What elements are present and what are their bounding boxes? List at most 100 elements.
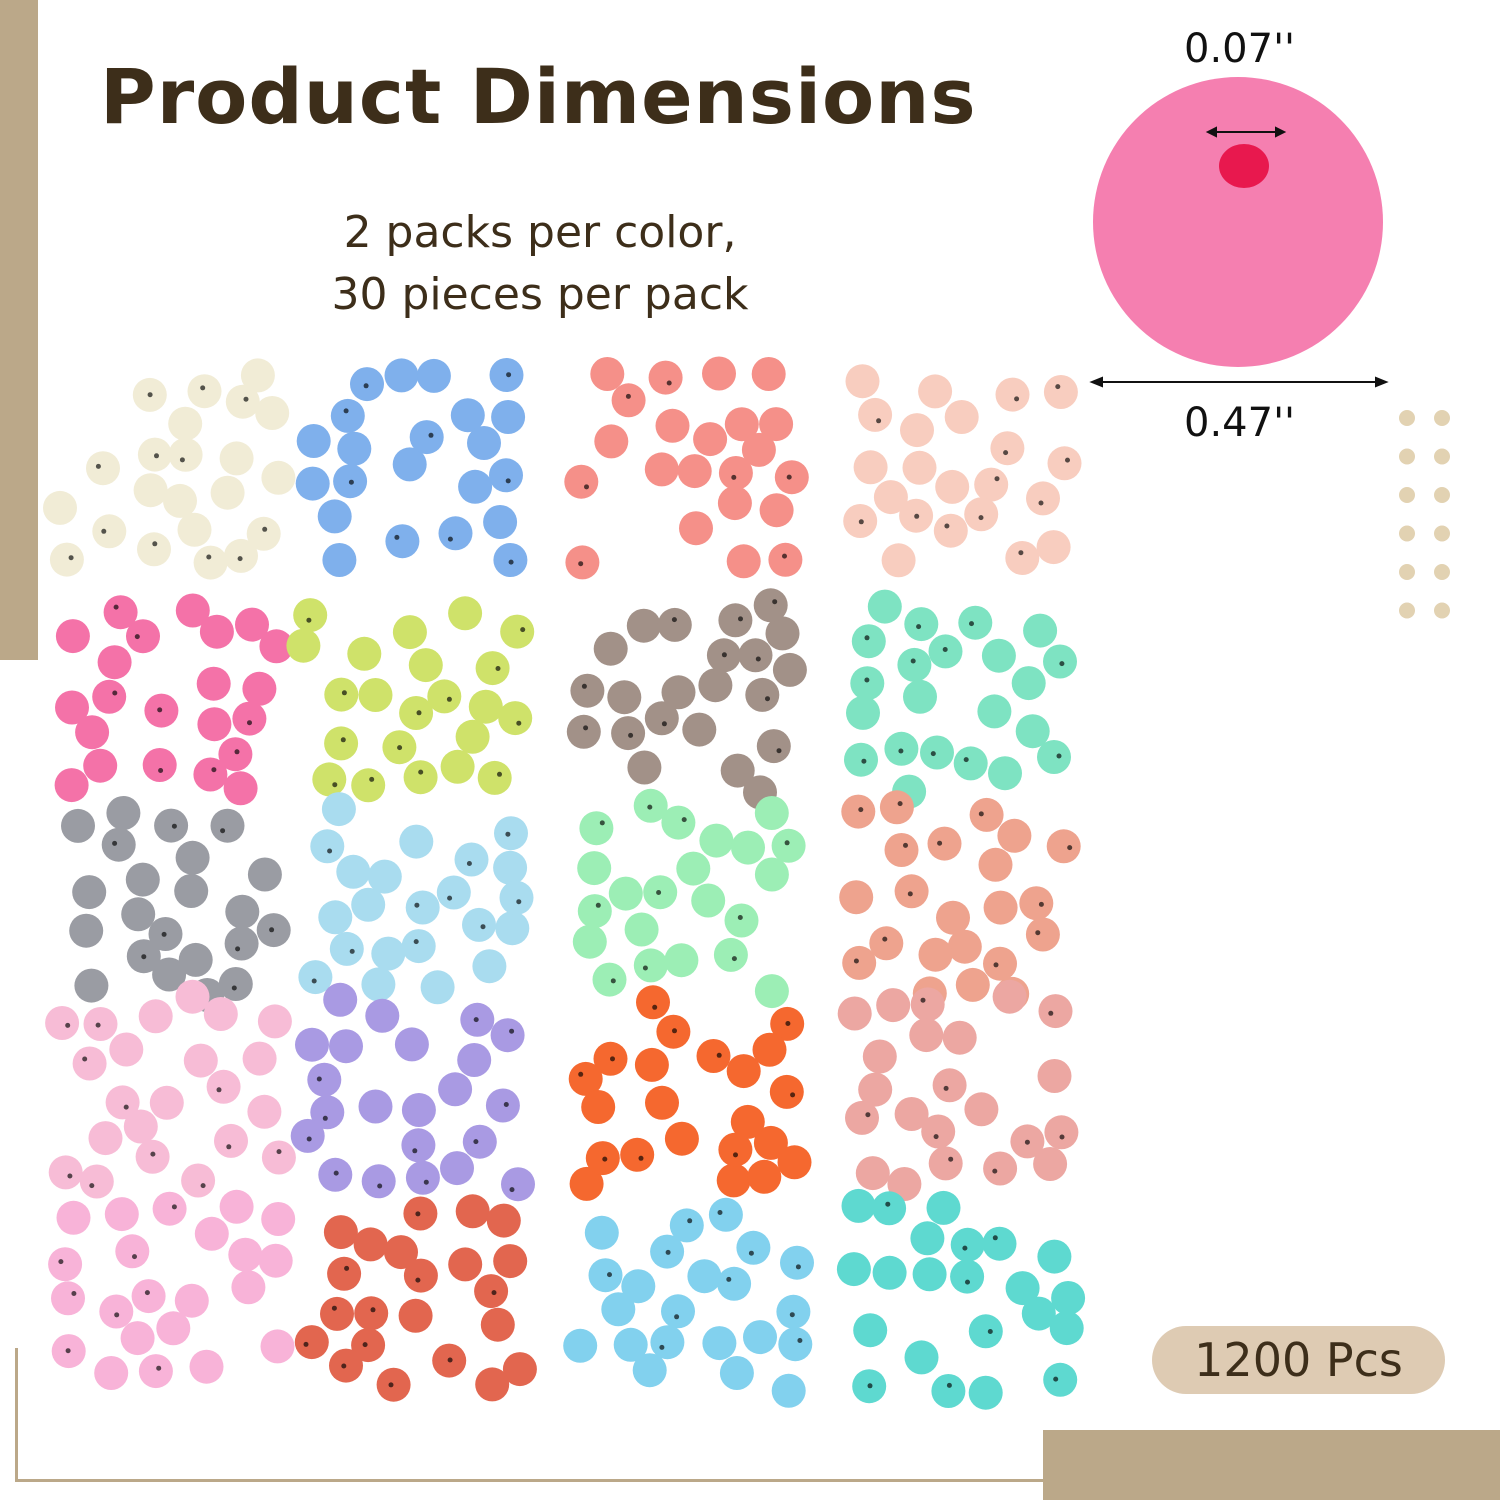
bead xyxy=(174,874,209,908)
bead xyxy=(566,714,601,749)
bead-hole xyxy=(583,725,589,731)
decorative-dot xyxy=(1399,448,1415,465)
bead xyxy=(932,1068,967,1103)
bead-hole xyxy=(674,1314,680,1320)
bead xyxy=(232,701,267,736)
bead-hole xyxy=(914,513,920,519)
bead xyxy=(563,1328,598,1363)
bead xyxy=(56,1200,91,1235)
bead-hole xyxy=(656,890,662,895)
bead-hole xyxy=(642,965,648,971)
bead xyxy=(79,1164,114,1199)
bead xyxy=(109,1032,144,1067)
bead-cluster xyxy=(45,979,296,1199)
bead xyxy=(1043,1362,1078,1397)
bead xyxy=(323,982,358,1017)
bead xyxy=(719,1356,754,1390)
bead xyxy=(862,1039,897,1074)
bead xyxy=(175,840,210,875)
bead xyxy=(329,1029,363,1064)
bead xyxy=(454,842,489,877)
bead xyxy=(627,750,662,785)
bead xyxy=(427,679,462,714)
bead xyxy=(295,1027,329,1062)
bead-hole xyxy=(157,707,163,713)
bead xyxy=(753,588,788,623)
bead xyxy=(1021,1296,1056,1331)
bead-hole xyxy=(505,831,511,837)
bead xyxy=(858,1072,893,1107)
bead xyxy=(399,696,434,730)
bead xyxy=(354,1296,389,1331)
bead xyxy=(696,1039,731,1073)
bead-cluster xyxy=(61,796,291,1012)
bead xyxy=(187,374,222,409)
bead-hole xyxy=(987,1329,993,1334)
bead xyxy=(1037,740,1071,774)
decorative-dot xyxy=(1434,487,1450,503)
bead xyxy=(887,1167,922,1201)
bead xyxy=(702,356,736,391)
bead xyxy=(72,875,107,910)
bead xyxy=(1037,1059,1072,1093)
bead xyxy=(462,907,496,942)
bead-hole xyxy=(466,861,472,866)
bead-hole xyxy=(776,748,782,754)
bead xyxy=(54,768,89,803)
bead xyxy=(611,383,646,418)
bead xyxy=(879,790,914,825)
bead-hole xyxy=(509,1028,515,1034)
bead xyxy=(903,679,937,714)
bead xyxy=(69,913,104,948)
bead-hole xyxy=(113,604,119,610)
bead-hole xyxy=(1038,901,1044,907)
bead-hole xyxy=(1055,384,1061,390)
bead xyxy=(358,1089,393,1124)
bead xyxy=(327,1256,362,1291)
bead-hole xyxy=(495,666,501,671)
bead-hole xyxy=(755,656,761,662)
bead-hole xyxy=(316,1076,322,1082)
bead xyxy=(351,887,386,922)
bead-hole xyxy=(1065,457,1070,463)
bead xyxy=(61,808,95,843)
bead-hole xyxy=(1048,1010,1054,1016)
bead xyxy=(716,1163,751,1198)
bead-hole xyxy=(397,745,403,751)
bead-hole xyxy=(916,624,922,630)
bead-hole xyxy=(520,627,526,633)
bead xyxy=(702,1326,737,1361)
bead xyxy=(485,1088,520,1123)
bead-hole xyxy=(276,1149,282,1155)
bead xyxy=(626,608,661,643)
bead xyxy=(691,883,726,918)
decorative-dot xyxy=(1399,487,1415,503)
bead-hole xyxy=(784,840,790,846)
bead xyxy=(175,979,210,1014)
bead-hole xyxy=(937,840,943,846)
bead xyxy=(49,542,84,577)
bead xyxy=(754,857,789,892)
bead-hole xyxy=(672,1028,677,1034)
bead xyxy=(398,1298,433,1333)
bead xyxy=(290,1118,325,1153)
bead xyxy=(752,1032,787,1067)
hole-dimension: 0.07'' xyxy=(1184,26,1296,72)
bead-hole xyxy=(602,1156,608,1162)
bead xyxy=(242,1041,277,1076)
bead xyxy=(365,998,400,1033)
bead-hole xyxy=(349,948,355,954)
bead-hole xyxy=(152,541,158,547)
bead-hole xyxy=(154,453,159,459)
bead xyxy=(676,851,711,886)
bead xyxy=(983,946,1017,981)
bead-hole xyxy=(447,536,453,542)
bead xyxy=(55,619,90,654)
bead-hole xyxy=(962,1245,968,1251)
bead xyxy=(995,377,1030,412)
bead xyxy=(168,437,203,472)
bead xyxy=(955,967,990,1002)
bead xyxy=(590,357,625,391)
bead xyxy=(376,1367,411,1402)
bead-hole xyxy=(666,380,672,386)
